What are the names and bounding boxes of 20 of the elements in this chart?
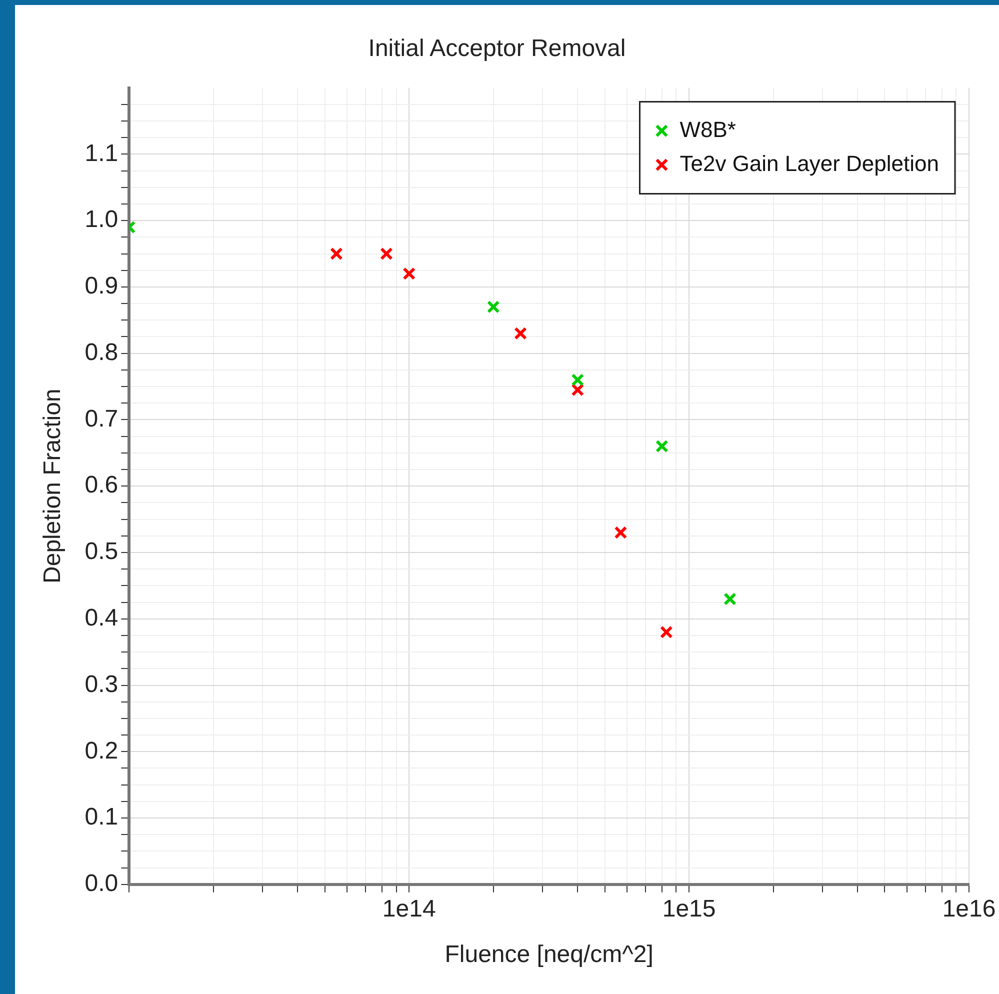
- y-tick-label: 0.2: [84, 737, 118, 764]
- x-tick-label: 1e14: [382, 895, 436, 922]
- x-tick-label: 1e15: [662, 895, 716, 922]
- x-axis-title: Fluence [neq/cm^2]: [444, 941, 654, 968]
- y-tick-label: 0.7: [84, 405, 118, 432]
- y-tick-label: 0.4: [84, 604, 118, 632]
- y-tick-label: 0.5: [84, 538, 118, 566]
- y-tick-label: 1.0: [84, 206, 118, 234]
- y-tick-label: 0.3: [84, 670, 118, 698]
- y-tick-label: 1.1: [84, 140, 118, 167]
- y-tick-label: 0.8: [84, 338, 118, 366]
- y-tick-label: 0.0: [84, 870, 118, 898]
- legend-label: W8B*: [680, 116, 736, 142]
- chart-title: Initial Acceptor Removal: [368, 35, 626, 62]
- y-tick-label: 0.9: [84, 272, 118, 300]
- x-tick-label: 1e16: [942, 895, 996, 922]
- y-tick-label: 0.1: [84, 804, 118, 831]
- legend-label: Te2v Gain Layer Depletion: [680, 150, 940, 176]
- y-axis-title: Depletion Fraction: [39, 388, 66, 584]
- y-tick-label: 0.6: [84, 472, 118, 499]
